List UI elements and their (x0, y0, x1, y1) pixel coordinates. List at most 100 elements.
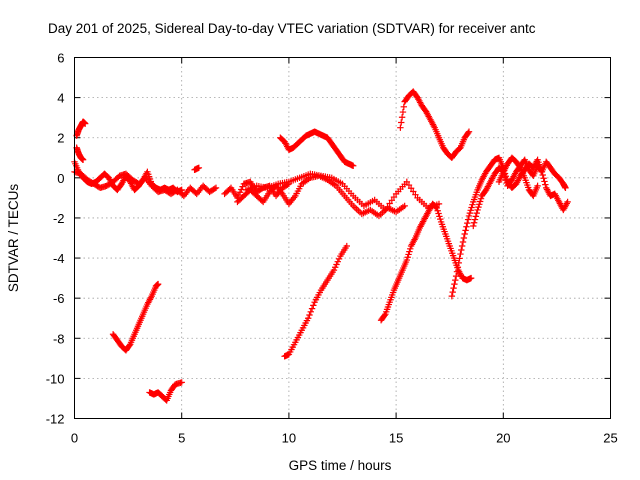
series-arc-j (242, 170, 443, 214)
data-point (333, 261, 340, 268)
data-point (458, 246, 465, 254)
data-point (334, 258, 341, 265)
data-point (448, 292, 456, 300)
data-point (435, 200, 443, 208)
data-point (457, 250, 464, 258)
data-point (434, 207, 441, 214)
x-tick-label: 25 (603, 431, 617, 446)
data-point (469, 201, 476, 208)
y-tick-label: 0 (57, 171, 64, 186)
axis-ticks: 0 5 10 15 20 25 -12 -10 -8 -6 -4 -2 0 2 4 6 (46, 51, 618, 446)
data-point (410, 188, 417, 195)
y-tick-label: 6 (57, 51, 64, 66)
data-point (211, 185, 218, 192)
y-tick-label: 2 (57, 131, 64, 146)
x-tick-label: 15 (389, 431, 403, 446)
data-point (470, 219, 478, 226)
data-point (330, 266, 338, 274)
data-point (449, 288, 456, 296)
data-point (235, 191, 242, 199)
data-point (452, 272, 460, 280)
data-point (407, 185, 415, 192)
data-point (381, 312, 388, 319)
data-point (466, 209, 474, 217)
series-arc-m (377, 200, 475, 324)
data-point (403, 256, 411, 264)
data-point (459, 238, 467, 246)
data-point (406, 248, 413, 255)
grid-lines (74, 57, 611, 419)
data-point (472, 213, 480, 220)
data-point (400, 103, 408, 111)
data-point (462, 227, 469, 234)
data-point (343, 242, 350, 250)
series-arc-g (191, 164, 203, 174)
y-tick-label: -8 (53, 331, 65, 346)
chart-title: Day 201 of 2025, Sidereal Day-to-day VTE… (48, 21, 536, 36)
data-point (464, 219, 471, 227)
data-point (450, 284, 457, 292)
data-point (407, 245, 414, 253)
series-arc-n (397, 88, 473, 161)
series-arc-o (448, 154, 571, 300)
data-point (386, 200, 393, 207)
data-point (455, 259, 462, 267)
data-point (401, 202, 408, 210)
data-point (390, 193, 398, 201)
data-point (405, 181, 413, 189)
y-tick-label: -12 (46, 412, 65, 427)
data-point (452, 276, 459, 284)
data-point (474, 206, 481, 214)
data-point (398, 119, 405, 126)
data-point (464, 216, 472, 223)
data-point (308, 305, 316, 312)
data-point (306, 311, 313, 319)
plot-frame (74, 57, 611, 419)
x-axis-label: GPS time / hours (289, 458, 392, 473)
data-points (71, 88, 571, 404)
series-arc-l (281, 242, 350, 360)
series-arc-b (71, 168, 220, 200)
data-point (564, 198, 571, 206)
data-point (541, 178, 548, 185)
data-point (432, 203, 440, 211)
data-point (382, 206, 389, 214)
data-point (384, 203, 391, 210)
data-point (540, 175, 547, 182)
data-point (236, 189, 244, 196)
data-point (435, 210, 442, 217)
data-point (502, 177, 510, 184)
data-point (212, 184, 220, 192)
data-point (398, 114, 406, 121)
data-point (516, 163, 523, 170)
data-point (465, 212, 473, 220)
data-point (463, 223, 470, 230)
y-tick-label: -4 (53, 251, 65, 266)
data-point (239, 183, 246, 190)
data-point (464, 129, 472, 137)
data-point (534, 182, 541, 190)
x-tick-label: 10 (282, 431, 296, 446)
x-tick-label: 0 (71, 431, 78, 446)
data-point (437, 215, 444, 223)
data-point (456, 255, 463, 262)
data-point (433, 204, 441, 212)
series-arc-f (146, 379, 185, 404)
data-point (471, 216, 479, 223)
data-point (403, 178, 411, 186)
data-point (460, 234, 468, 242)
series-arc-q (495, 154, 541, 200)
data-point (458, 242, 466, 250)
data-point (453, 268, 461, 275)
data-point (350, 162, 357, 169)
data-point (465, 128, 473, 135)
data-point (79, 156, 87, 163)
y-tick-label: -10 (46, 371, 65, 386)
data-point (310, 302, 317, 309)
data-point (476, 201, 483, 208)
data-point (470, 222, 477, 230)
data-point (542, 181, 549, 188)
data-point (397, 124, 404, 131)
series-arc-i (234, 172, 408, 220)
